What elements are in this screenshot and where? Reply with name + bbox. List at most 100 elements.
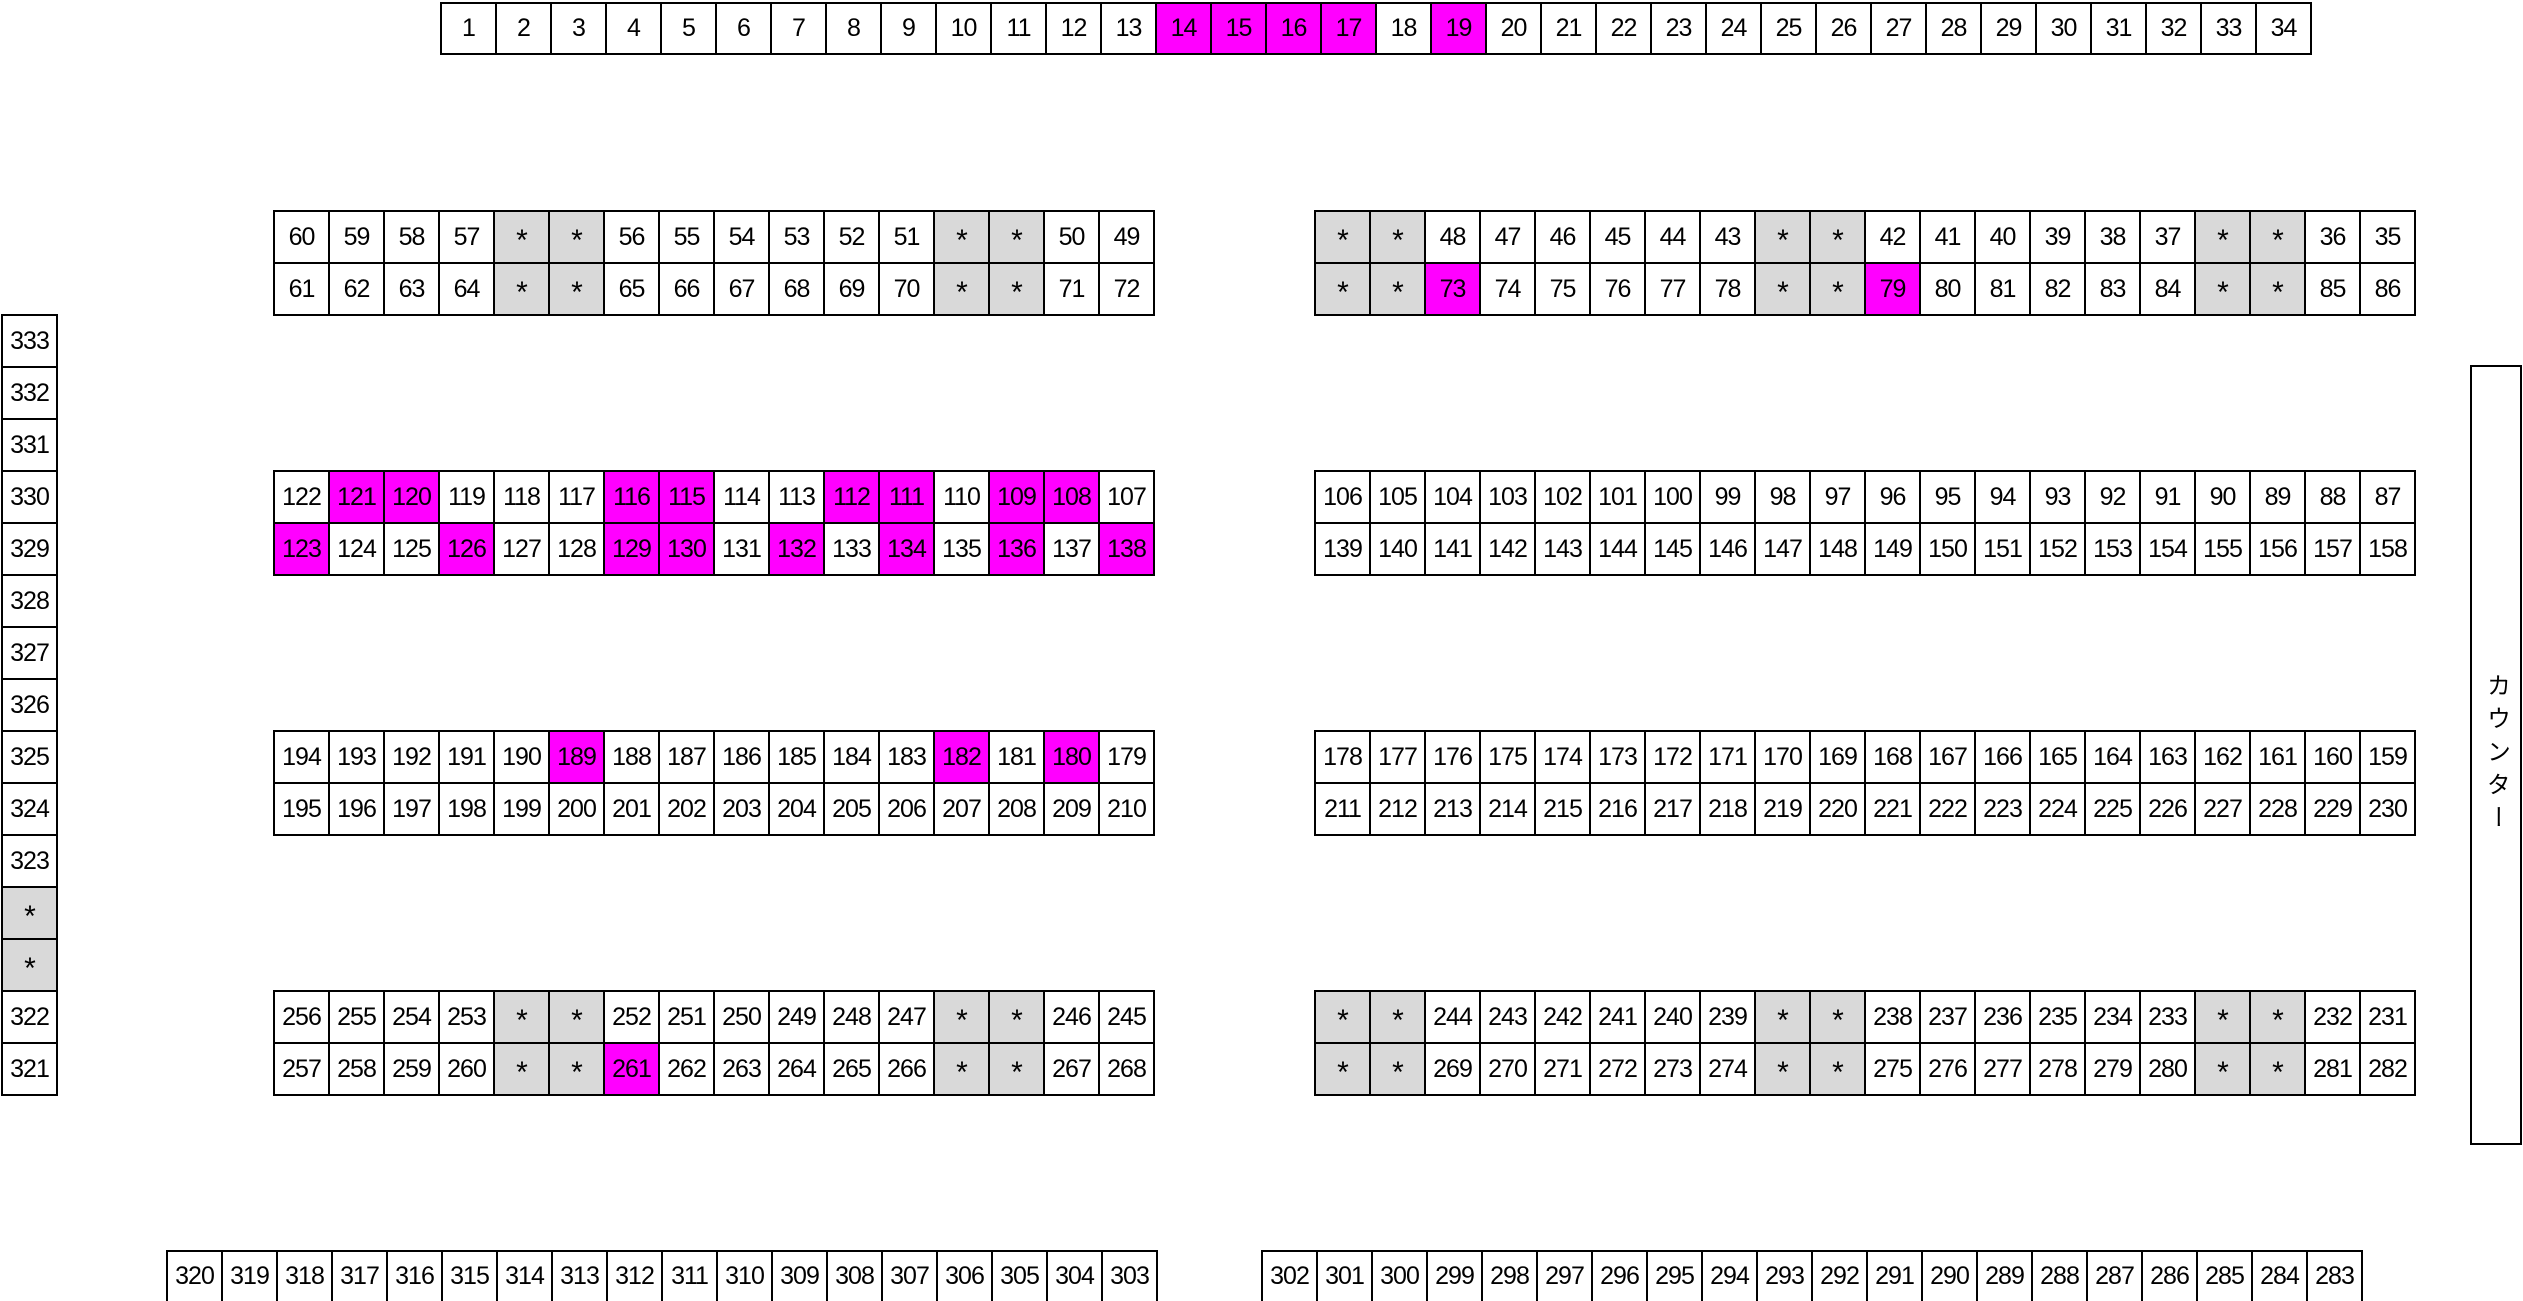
seat-75[interactable]: 75 [1535,263,1590,315]
seat-78[interactable]: 78 [1700,263,1755,315]
seat-127[interactable]: 127 [494,523,549,575]
seat-234[interactable]: 234 [2085,991,2140,1043]
seat-125[interactable]: 125 [384,523,439,575]
seat-74[interactable]: 74 [1480,263,1535,315]
seat-19[interactable]: 19 [1431,3,1486,54]
seat-168[interactable]: 168 [1865,731,1920,783]
seat-7[interactable]: 7 [771,3,826,54]
seat-109[interactable]: 109 [989,471,1044,523]
seat-156[interactable]: 156 [2250,523,2305,575]
seat-317[interactable]: 317 [332,1251,387,1301]
seat-83[interactable]: 83 [2085,263,2140,315]
seat-240[interactable]: 240 [1645,991,1700,1043]
seat-178[interactable]: 178 [1315,731,1370,783]
seat-320[interactable]: 320 [167,1251,222,1301]
seat-151[interactable]: 151 [1975,523,2030,575]
seat-76[interactable]: 76 [1590,263,1645,315]
seat-44[interactable]: 44 [1645,211,1700,263]
seat-97[interactable]: 97 [1810,471,1865,523]
seat-70[interactable]: 70 [879,263,934,315]
seat-93[interactable]: 93 [2030,471,2085,523]
seat-259[interactable]: 259 [384,1043,439,1095]
seat-170[interactable]: 170 [1755,731,1810,783]
seat-166[interactable]: 166 [1975,731,2030,783]
seat-330[interactable]: 330 [2,471,57,523]
seat-117[interactable]: 117 [549,471,604,523]
seat-300[interactable]: 300 [1372,1251,1427,1301]
seat-257[interactable]: 257 [274,1043,329,1095]
seat-21[interactable]: 21 [1541,3,1596,54]
seat-322[interactable]: 322 [2,991,57,1043]
seat-90[interactable]: 90 [2195,471,2250,523]
seat-237[interactable]: 237 [1920,991,1975,1043]
seat-106[interactable]: 106 [1315,471,1370,523]
seat-298[interactable]: 298 [1482,1251,1537,1301]
seat-311[interactable]: 311 [662,1251,717,1301]
seat-159[interactable]: 159 [2360,731,2415,783]
seat-112[interactable]: 112 [824,471,879,523]
seat-28[interactable]: 28 [1926,3,1981,54]
seat-6[interactable]: 6 [716,3,771,54]
seat-193[interactable]: 193 [329,731,384,783]
seat-69[interactable]: 69 [824,263,879,315]
seat-279[interactable]: 279 [2085,1043,2140,1095]
seat-149[interactable]: 149 [1865,523,1920,575]
seat-261[interactable]: 261 [604,1043,659,1095]
seat-319[interactable]: 319 [222,1251,277,1301]
seat-147[interactable]: 147 [1755,523,1810,575]
seat-314[interactable]: 314 [497,1251,552,1301]
seat-164[interactable]: 164 [2085,731,2140,783]
seat-254[interactable]: 254 [384,991,439,1043]
seat-31[interactable]: 31 [2091,3,2146,54]
seat-226[interactable]: 226 [2140,783,2195,835]
seat-148[interactable]: 148 [1810,523,1865,575]
seat-131[interactable]: 131 [714,523,769,575]
seat-87[interactable]: 87 [2360,471,2415,523]
seat-267[interactable]: 267 [1044,1043,1099,1095]
seat-243[interactable]: 243 [1480,991,1535,1043]
seat-153[interactable]: 153 [2085,523,2140,575]
seat-246[interactable]: 246 [1044,991,1099,1043]
seat-171[interactable]: 171 [1700,731,1755,783]
seat-94[interactable]: 94 [1975,471,2030,523]
seat-100[interactable]: 100 [1645,471,1700,523]
seat-45[interactable]: 45 [1590,211,1645,263]
seat-133[interactable]: 133 [824,523,879,575]
seat-128[interactable]: 128 [549,523,604,575]
seat-286[interactable]: 286 [2142,1251,2197,1301]
seat-51[interactable]: 51 [879,211,934,263]
seat-47[interactable]: 47 [1480,211,1535,263]
seat-124[interactable]: 124 [329,523,384,575]
seat-295[interactable]: 295 [1647,1251,1702,1301]
seat-89[interactable]: 89 [2250,471,2305,523]
seat-210[interactable]: 210 [1099,783,1154,835]
seat-24[interactable]: 24 [1706,3,1761,54]
seat-309[interactable]: 309 [772,1251,827,1301]
seat-32[interactable]: 32 [2146,3,2201,54]
seat-231[interactable]: 231 [2360,991,2415,1043]
seat-113[interactable]: 113 [769,471,824,523]
seat-18[interactable]: 18 [1376,3,1431,54]
seat-253[interactable]: 253 [439,991,494,1043]
seat-247[interactable]: 247 [879,991,934,1043]
seat-136[interactable]: 136 [989,523,1044,575]
seat-55[interactable]: 55 [659,211,714,263]
seat-111[interactable]: 111 [879,471,934,523]
seat-102[interactable]: 102 [1535,471,1590,523]
seat-165[interactable]: 165 [2030,731,2085,783]
seat-303[interactable]: 303 [1102,1251,1157,1301]
seat-99[interactable]: 99 [1700,471,1755,523]
seat-48[interactable]: 48 [1425,211,1480,263]
seat-46[interactable]: 46 [1535,211,1590,263]
seat-282[interactable]: 282 [2360,1043,2415,1095]
seat-73[interactable]: 73 [1425,263,1480,315]
seat-325[interactable]: 325 [2,731,57,783]
seat-326[interactable]: 326 [2,679,57,731]
seat-306[interactable]: 306 [937,1251,992,1301]
seat-169[interactable]: 169 [1810,731,1865,783]
seat-256[interactable]: 256 [274,991,329,1043]
seat-266[interactable]: 266 [879,1043,934,1095]
seat-5[interactable]: 5 [661,3,716,54]
seat-68[interactable]: 68 [769,263,824,315]
seat-186[interactable]: 186 [714,731,769,783]
